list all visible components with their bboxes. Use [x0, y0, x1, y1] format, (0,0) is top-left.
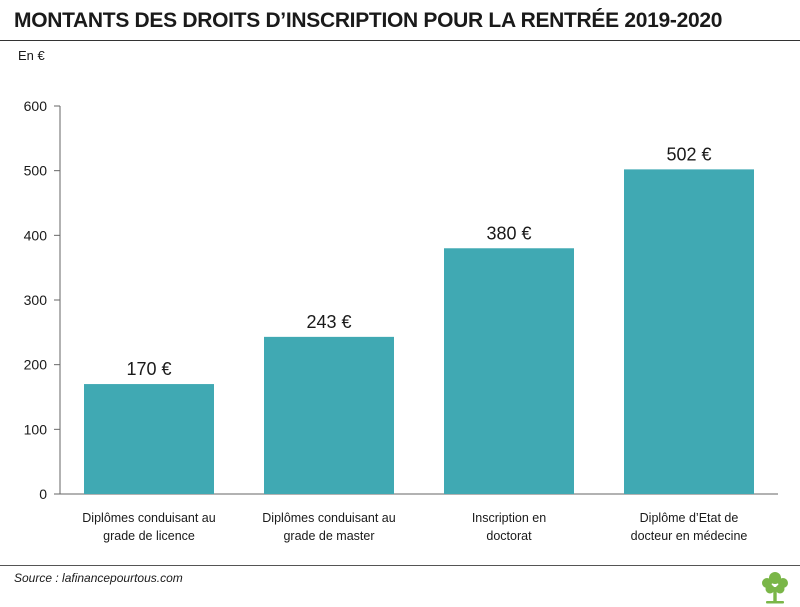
bar-value-label: 502 €	[666, 144, 711, 164]
data-label-layer: 170 € 243 € 380 € 502 €	[126, 144, 711, 379]
category-label-line: Diplômes conduisant au	[262, 511, 396, 525]
y-tick-label: 500	[24, 163, 48, 179]
bar-value-label: 170 €	[126, 359, 171, 379]
category-label-line: Inscription en	[471, 511, 547, 525]
category-label: Diplôme d’Etat de docteur en médecine	[599, 509, 779, 545]
y-tick-label: 400	[24, 227, 48, 243]
category-label: Diplômes conduisant au grade de licence	[59, 509, 239, 545]
y-tick-label: 0	[39, 486, 47, 502]
bar	[84, 384, 214, 494]
footer-divider	[0, 565, 800, 566]
category-label-line: grade de master	[283, 529, 375, 543]
y-tick-label: 600	[24, 98, 48, 114]
category-label-line: doctorat	[486, 529, 532, 543]
bar-value-label: 243 €	[306, 312, 351, 332]
bar-chart: 0 100 200 300 400 500 600 170 € 243 € 380 € 502 €	[24, 98, 778, 502]
tree-logo-icon	[762, 572, 788, 604]
y-tick-label: 300	[24, 292, 48, 308]
category-label-line: docteur en médecine	[630, 529, 748, 543]
category-label-line: Diplôme d’Etat de	[639, 511, 739, 525]
bar-value-label: 380 €	[486, 223, 531, 243]
source-note: Source : lafinancepourtous.com	[14, 571, 183, 585]
category-label-line: grade de licence	[103, 529, 195, 543]
bar	[444, 248, 574, 494]
bar	[624, 169, 754, 494]
y-tick-label: 200	[24, 357, 48, 373]
category-label-line: Diplômes conduisant au	[82, 511, 216, 525]
y-tick-label: 100	[24, 421, 48, 437]
chart-title: MONTANTS DES DROITS D’INSCRIPTION POUR L…	[14, 9, 723, 32]
y-unit-label: En €	[18, 48, 45, 63]
category-label: Inscription en doctorat	[419, 509, 599, 545]
bar-layer	[84, 169, 754, 494]
title-divider	[0, 40, 800, 41]
category-label: Diplômes conduisant au grade de master	[239, 509, 419, 545]
bar	[264, 336, 394, 494]
